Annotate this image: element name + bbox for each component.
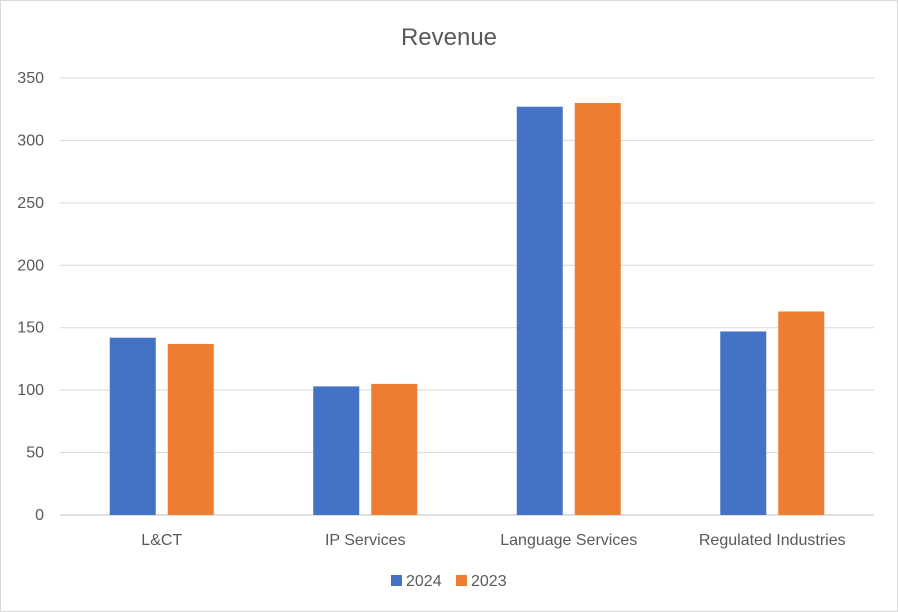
y-tick-label: 50 [26,445,44,462]
bar-2024-0 [109,337,156,515]
legend-swatch-2024 [391,575,402,586]
y-tick-label: 300 [17,132,44,149]
legend-label-2023: 2023 [471,573,507,590]
bar-2023-2 [574,102,621,515]
bar-2023-0 [167,343,214,515]
y-tick-label: 200 [17,257,44,274]
legend: 2024 2023 [391,573,507,590]
x-category-label: Regulated Industries [699,532,846,549]
y-tick-label: 0 [35,507,44,524]
bar-2023-1 [371,383,418,515]
bar-2024-2 [516,106,563,516]
legend-label-2024: 2024 [406,573,442,590]
x-category-label: L&CT [141,532,182,549]
y-tick-label: 150 [17,320,44,337]
legend-swatch-2023 [456,575,467,586]
y-axis-tick-labels: 0 50 100 150 200 250 300 350 [17,70,44,524]
x-category-label: Language Services [500,532,637,549]
chart-title: Revenue [401,24,497,51]
bar-2024-3 [720,331,767,515]
bar-2024-1 [313,386,360,515]
y-tick-label: 250 [17,195,44,212]
x-axis-category-labels: L&CT IP Services Language Services Regulate… [141,532,845,549]
y-tick-label: 350 [17,70,44,87]
bars [109,102,825,516]
y-tick-label: 100 [17,382,44,399]
bar-2023-3 [778,311,825,515]
x-category-label: IP Services [325,532,406,549]
